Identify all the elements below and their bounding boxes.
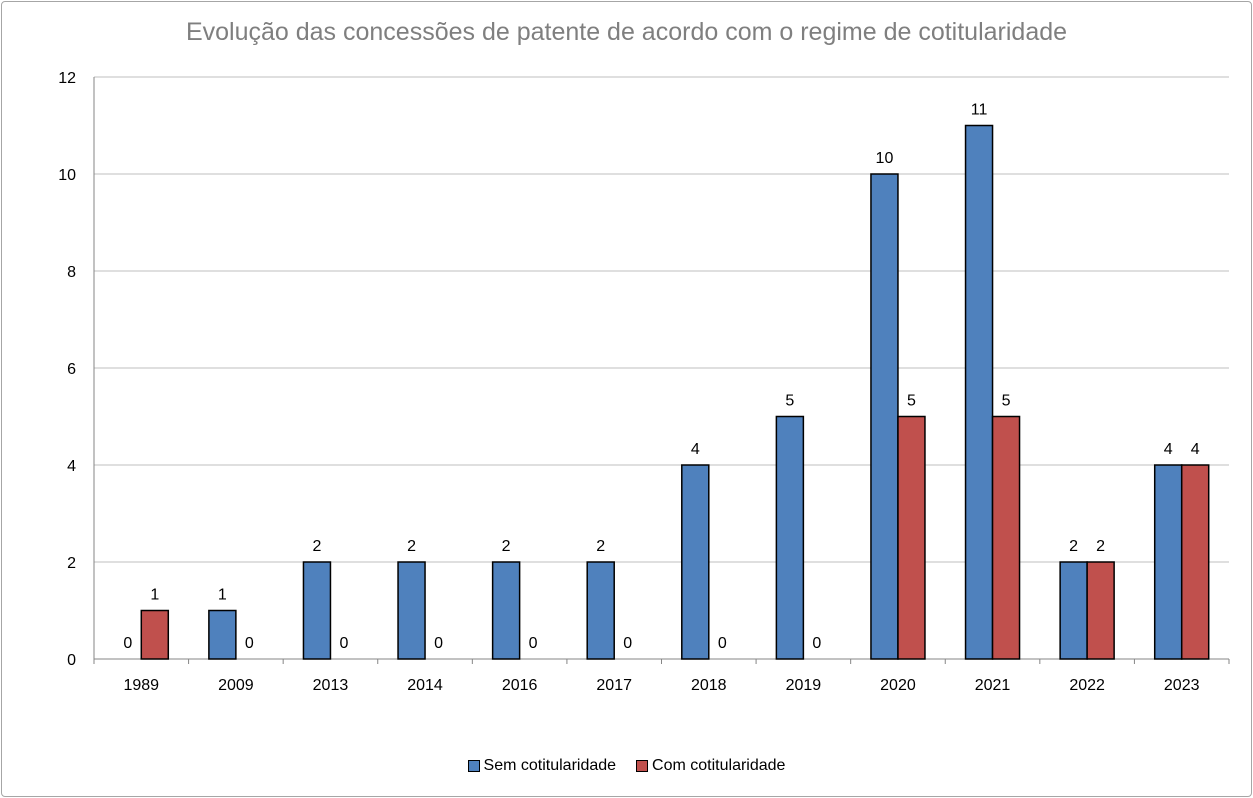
data-label: 2 xyxy=(1096,538,1105,555)
x-tick-label: 2019 xyxy=(786,677,822,694)
data-label: 10 xyxy=(876,150,894,167)
data-label: 1 xyxy=(150,587,159,604)
x-tick-label: 2017 xyxy=(596,677,632,694)
legend-item-sem: Sem cotitularidade xyxy=(467,757,617,775)
bar-sem-2009 xyxy=(208,609,237,660)
data-label: 4 xyxy=(691,441,700,458)
gridlines xyxy=(94,76,1229,563)
x-tick-label: 2018 xyxy=(691,677,727,694)
bars xyxy=(140,124,1210,660)
chart-title: Evolução das concessões de patente de ac… xyxy=(185,18,1068,46)
y-tick-label: 0 xyxy=(67,652,76,669)
bar-sem-2017 xyxy=(586,561,615,660)
x-tick-label: 2009 xyxy=(218,677,254,694)
data-label: 0 xyxy=(245,635,254,652)
bar-com-1989 xyxy=(140,609,170,660)
y-tick-label: 12 xyxy=(58,70,76,87)
data-label: 1 xyxy=(218,587,227,604)
bar-sem-2013 xyxy=(302,561,332,660)
legend-label-sem: Sem cotitularidade xyxy=(483,757,617,774)
bar-sem-2014 xyxy=(397,561,426,660)
y-tick-label: 8 xyxy=(67,264,76,281)
y-tick-label: 6 xyxy=(67,361,76,378)
legend: Sem cotitularidade Com cotitularidade xyxy=(0,757,1253,775)
bar-sem-2019 xyxy=(775,415,805,660)
legend-label-com: Com cotitularidade xyxy=(652,757,786,774)
y-tick-label: 2 xyxy=(67,555,76,572)
x-tick-label: 2013 xyxy=(313,677,349,694)
data-label: 0 xyxy=(623,635,632,652)
bar-com-2022 xyxy=(1086,561,1115,660)
y-tick-label: 10 xyxy=(58,167,76,184)
data-label: 5 xyxy=(785,393,794,410)
legend-swatch-sem xyxy=(467,760,480,772)
data-label: 0 xyxy=(340,635,349,652)
data-label: 2 xyxy=(1069,538,1078,555)
legend-swatch-com xyxy=(636,760,649,772)
bar-sem-2020 xyxy=(870,173,899,660)
data-label: 2 xyxy=(313,538,322,555)
data-label: 2 xyxy=(596,538,605,555)
data-label: 0 xyxy=(123,635,132,652)
data-label: 0 xyxy=(529,635,538,652)
x-tick-label: 2023 xyxy=(1164,677,1200,694)
data-label: 2 xyxy=(502,538,511,555)
x-tick-label: 2020 xyxy=(880,677,916,694)
bar-sem-2023 xyxy=(1153,464,1183,660)
data-label: 11 xyxy=(971,102,988,119)
data-label: 4 xyxy=(1164,441,1173,458)
x-tick-label: 2014 xyxy=(407,677,443,694)
data-label: 0 xyxy=(434,635,443,652)
x-tick-label: 1989 xyxy=(123,677,159,694)
data-label: 4 xyxy=(1191,441,1200,458)
bar-com-2021 xyxy=(991,415,1021,660)
data-label: 5 xyxy=(907,393,916,410)
data-label: 0 xyxy=(718,635,727,652)
bar-com-2020 xyxy=(897,415,926,660)
bar-sem-2016 xyxy=(491,561,521,660)
y-tick-label: 4 xyxy=(67,458,76,475)
bar-sem-2021 xyxy=(964,124,994,660)
x-tick-label: 2016 xyxy=(502,677,538,694)
x-tick-label: 2022 xyxy=(1069,677,1105,694)
x-tick-label: 2021 xyxy=(975,677,1011,694)
bar-sem-2022 xyxy=(1059,561,1088,660)
data-label: 0 xyxy=(812,635,821,652)
data-label: 5 xyxy=(1002,393,1011,410)
bar-com-2023 xyxy=(1180,464,1210,660)
legend-item-com: Com cotitularidade xyxy=(636,757,785,775)
data-label: 2 xyxy=(407,538,416,555)
bar-sem-2018 xyxy=(681,464,710,660)
